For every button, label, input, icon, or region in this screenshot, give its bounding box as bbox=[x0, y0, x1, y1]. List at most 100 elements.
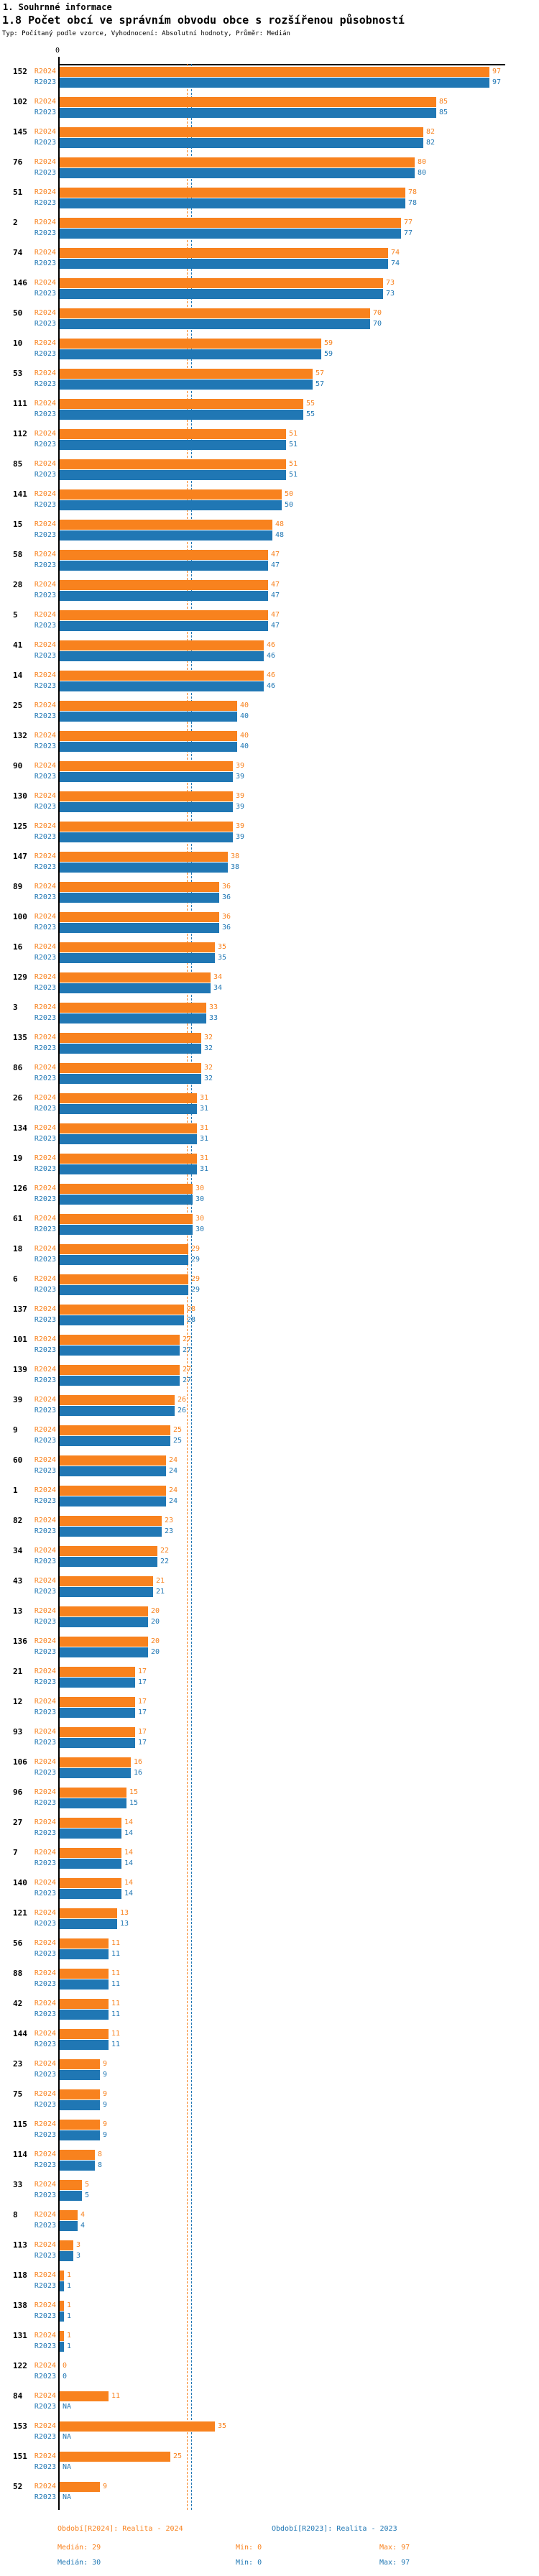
series-label-r2024: R2024 bbox=[34, 1818, 56, 1826]
category-label: 13 bbox=[13, 1606, 23, 1616]
category-label: 139 bbox=[13, 1365, 27, 1374]
x-axis-line bbox=[58, 64, 505, 65]
category-label: 138 bbox=[13, 2301, 27, 2310]
bar-group: 6 R2024 29 R2023 29 bbox=[0, 1274, 539, 1295]
bar-group: 74 R2024 74 R2023 74 bbox=[0, 248, 539, 269]
bar-r2024 bbox=[60, 2301, 64, 2311]
bar-r2024 bbox=[60, 2089, 100, 2099]
series-label-r2024: R2024 bbox=[34, 2060, 56, 2068]
bar-group: 153 R2024 35 R2023 NA bbox=[0, 2421, 539, 2442]
series-label-r2024: R2024 bbox=[34, 2271, 56, 2279]
value-label-r2024: 22 bbox=[160, 1547, 170, 1555]
bar-group: 145 R2024 82 R2023 82 bbox=[0, 127, 539, 148]
bar-group: 134 R2024 31 R2023 31 bbox=[0, 1123, 539, 1144]
bar-group: 39 R2024 26 R2023 26 bbox=[0, 1395, 539, 1416]
value-label-r2023: 35 bbox=[218, 954, 227, 962]
category-label: 15 bbox=[13, 520, 23, 529]
bar-r2024 bbox=[60, 1274, 188, 1284]
series-label-r2024: R2024 bbox=[34, 2392, 56, 2400]
bar-r2024 bbox=[60, 2180, 82, 2190]
bar-r2024 bbox=[60, 942, 215, 952]
series-label-r2023: R2023 bbox=[34, 1316, 56, 1324]
series-label-r2024: R2024 bbox=[34, 1879, 56, 1887]
bar-r2024 bbox=[60, 127, 423, 137]
value-label-r2023: 11 bbox=[111, 1950, 121, 1958]
bar-group: 76 R2024 80 R2023 80 bbox=[0, 157, 539, 178]
series-label-r2023: R2023 bbox=[34, 441, 56, 448]
value-label-r2023: 46 bbox=[267, 682, 276, 690]
series-label-r2023: R2023 bbox=[34, 531, 56, 539]
value-label-r2023: 11 bbox=[111, 1980, 121, 1988]
category-label: 111 bbox=[13, 399, 27, 408]
category-label: 25 bbox=[13, 701, 23, 710]
value-label-r2023: 24 bbox=[169, 1467, 178, 1475]
bar-r2024 bbox=[60, 2271, 64, 2281]
series-label-r2024: R2024 bbox=[34, 2150, 56, 2158]
bar-group: 19 R2024 31 R2023 31 bbox=[0, 1154, 539, 1174]
value-label-r2024: 27 bbox=[183, 1366, 192, 1374]
value-label-r2024: 8 bbox=[98, 2150, 103, 2158]
bar-r2023 bbox=[60, 198, 405, 208]
series-label-r2024: R2024 bbox=[34, 1305, 56, 1313]
bar-r2024 bbox=[60, 1154, 197, 1164]
category-label: 118 bbox=[13, 2271, 27, 2280]
bar-r2023 bbox=[60, 1164, 197, 1174]
category-label: 61 bbox=[13, 1214, 23, 1223]
y-axis-line bbox=[58, 64, 60, 2510]
series-label-r2024: R2024 bbox=[34, 1577, 56, 1585]
series-label-r2023: R2023 bbox=[34, 1859, 56, 1867]
bar-r2024 bbox=[60, 1305, 184, 1315]
category-label: 9 bbox=[13, 1425, 18, 1435]
bar-group: 58 R2024 47 R2023 47 bbox=[0, 550, 539, 571]
value-label-r2023: 8 bbox=[98, 2161, 103, 2169]
series-label-r2024: R2024 bbox=[34, 1064, 56, 1072]
series-label-r2024: R2024 bbox=[34, 671, 56, 679]
value-label-r2023: 48 bbox=[275, 531, 285, 539]
bar-r2024 bbox=[60, 1244, 188, 1254]
category-label: 121 bbox=[13, 1908, 27, 1918]
bar-r2024 bbox=[60, 2150, 95, 2160]
series-label-r2023: R2023 bbox=[34, 1437, 56, 1445]
bar-group: 7 R2024 14 R2023 14 bbox=[0, 1848, 539, 1869]
series-label-r2023: R2023 bbox=[34, 1618, 56, 1626]
bar-r2024 bbox=[60, 2059, 100, 2069]
value-label-r2024: 85 bbox=[439, 98, 448, 106]
category-label: 21 bbox=[13, 1667, 23, 1676]
bar-r2024 bbox=[60, 1606, 148, 1616]
value-label-r2023: 47 bbox=[271, 622, 280, 630]
category-label: 85 bbox=[13, 459, 23, 469]
series-label-r2024: R2024 bbox=[34, 1456, 56, 1464]
series-label-r2023: R2023 bbox=[34, 1588, 56, 1596]
value-label-r2024: 11 bbox=[111, 2392, 121, 2400]
value-label-r2024: 73 bbox=[386, 279, 395, 287]
value-label-r2023: 40 bbox=[240, 712, 249, 720]
series-label-r2023: R2023 bbox=[34, 290, 56, 298]
bar-r2024 bbox=[60, 459, 286, 469]
bar-r2023 bbox=[60, 2342, 64, 2352]
series-label-r2024: R2024 bbox=[34, 2483, 56, 2490]
series-label-r2024: R2024 bbox=[34, 249, 56, 257]
bar-r2023 bbox=[60, 1285, 188, 1295]
bar-r2023 bbox=[60, 1828, 121, 1839]
series-label-r2024: R2024 bbox=[34, 1094, 56, 1102]
bar-group: 10 R2024 59 R2023 59 bbox=[0, 339, 539, 359]
value-label-r2024: 15 bbox=[129, 1788, 139, 1796]
bar-r2023 bbox=[60, 1466, 166, 1476]
series-label-r2024: R2024 bbox=[34, 1275, 56, 1283]
series-label-r2024: R2024 bbox=[34, 1335, 56, 1343]
bar-r2023 bbox=[60, 832, 233, 842]
bar-group: 13 R2024 20 R2023 20 bbox=[0, 1606, 539, 1627]
value-label-r2023: 31 bbox=[200, 1165, 209, 1173]
value-label-r2023: 27 bbox=[183, 1376, 192, 1384]
series-label-r2024: R2024 bbox=[34, 2332, 56, 2340]
bar-group: 60 R2024 24 R2023 24 bbox=[0, 1455, 539, 1476]
series-label-r2024: R2024 bbox=[34, 1366, 56, 1374]
series-label-r2024: R2024 bbox=[34, 2211, 56, 2219]
bar-group: 151 R2024 25 R2023 NA bbox=[0, 2452, 539, 2472]
bar-r2024 bbox=[60, 1637, 148, 1647]
bar-r2023 bbox=[60, 862, 228, 873]
bar-r2024 bbox=[60, 2331, 64, 2341]
bar-r2023 bbox=[60, 1436, 170, 1446]
series-label-r2024: R2024 bbox=[34, 913, 56, 921]
value-label-r2024: 17 bbox=[138, 1668, 147, 1675]
